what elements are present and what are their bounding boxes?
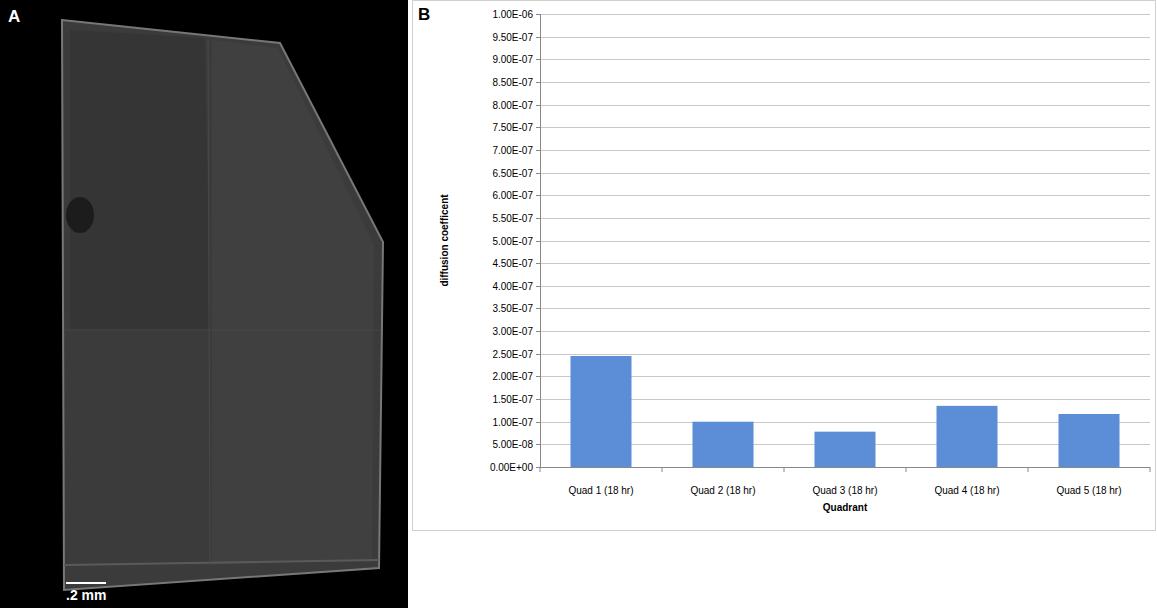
tick-label: 6.50E-07 [492, 168, 533, 179]
tick-mark [536, 422, 540, 423]
grid-line [540, 173, 1150, 174]
grid-line [540, 82, 1150, 83]
specimen-spot [66, 197, 94, 233]
grid-line [540, 241, 1150, 242]
tick-label: 3.00E-07 [492, 326, 533, 337]
grid-line [540, 263, 1150, 264]
tick-label: 7.00E-07 [492, 145, 533, 156]
tick-mark [536, 467, 540, 468]
tick-mark [536, 399, 540, 400]
tick-label: 3.50E-07 [492, 303, 533, 314]
tick-label: 1.00E-06 [492, 9, 533, 20]
bars [571, 356, 1120, 467]
category-tick [662, 467, 663, 472]
tick-label: 8.50E-07 [492, 77, 533, 88]
y-axis-title: diffusion coefficent [439, 194, 450, 287]
bar [1059, 414, 1120, 467]
category-tick [784, 467, 785, 472]
tick-mark [536, 105, 540, 106]
tick-label: 9.00E-07 [492, 54, 533, 65]
scale-bar [66, 582, 106, 584]
panel-b: B 0.00E+00 5.00E-08 1.00E-07 1.50E-07 2.00E-0… [413, 1, 1156, 531]
tick-label: 1.50E-07 [492, 394, 533, 405]
panel-a: A .2 mm [0, 0, 408, 608]
grid-line [540, 37, 1150, 38]
x-axis [540, 467, 1150, 468]
tick-mark [536, 444, 540, 445]
panel-letter: B [418, 5, 430, 24]
bar [937, 406, 998, 467]
image-background [0, 0, 408, 608]
tick-mark [536, 82, 540, 83]
y-axis [540, 14, 541, 467]
tick-mark [536, 241, 540, 242]
grid-line [540, 467, 1150, 468]
chart-frame [413, 1, 1156, 531]
tick-label: 5.00E-08 [492, 439, 533, 450]
tick-label: 2.00E-07 [492, 371, 533, 382]
grid-line [540, 331, 1150, 332]
tick-mark [536, 376, 540, 377]
grid-line [540, 286, 1150, 287]
category-tick [1028, 467, 1029, 472]
category-tick [1150, 467, 1151, 472]
specimen-edge [208, 40, 210, 565]
grid-line [540, 150, 1150, 151]
tick-label: 0.00E+00 [490, 462, 534, 473]
tick-mark [536, 127, 540, 128]
bar [815, 432, 876, 467]
tick-label: 5.00E-07 [492, 236, 533, 247]
tick-label: 5.50E-07 [492, 213, 533, 224]
tick-mark [536, 286, 540, 287]
figure: A .2 mm B 0.00E+00 5.00E-08 1.00E-07 1.50E-07 2… [0, 0, 1157, 608]
bar [571, 356, 632, 467]
category-label: Quad 2 (18 hr) [690, 485, 755, 496]
grid-line [540, 14, 1150, 15]
grid-line [540, 218, 1150, 219]
x-axis-title: Quadrant [823, 502, 868, 513]
category-label: Quad 4 (18 hr) [934, 485, 999, 496]
category-label: Quad 3 (18 hr) [812, 485, 877, 496]
category-tick [540, 467, 541, 472]
grid-line [540, 105, 1150, 106]
tick-mark [536, 173, 540, 174]
specimen-region [70, 30, 210, 330]
specimen [62, 20, 383, 590]
tick-mark [536, 354, 540, 355]
grid-line [540, 195, 1150, 196]
grid-line [540, 354, 1150, 355]
specimen-region [212, 40, 374, 565]
grid-line [540, 127, 1150, 128]
category-label: Quad 5 (18 hr) [1056, 485, 1121, 496]
tick-mark [536, 308, 540, 309]
tick-mark [536, 195, 540, 196]
tick-mark [536, 331, 540, 332]
tick-mark [536, 150, 540, 151]
tick-label: 6.00E-07 [492, 190, 533, 201]
specimen-edge [64, 330, 380, 331]
panel-letter: A [8, 7, 20, 26]
specimen-edge [64, 560, 379, 565]
tick-mark [536, 218, 540, 219]
grid-line [540, 308, 1150, 309]
tick-mark [536, 37, 540, 38]
tick-label: 9.50E-07 [492, 32, 533, 43]
category-tick [906, 467, 907, 472]
tick-label: 2.50E-07 [492, 349, 533, 360]
tick-mark [536, 59, 540, 60]
grid-line [540, 59, 1150, 60]
tick-mark [536, 14, 540, 15]
tick-label: 1.00E-07 [492, 417, 533, 428]
tick-mark [536, 263, 540, 264]
tick-label: 8.00E-07 [492, 100, 533, 111]
bar [693, 422, 754, 467]
tick-label: 4.50E-07 [492, 258, 533, 269]
tick-label: 4.00E-07 [492, 281, 533, 292]
tick-label: 7.50E-07 [492, 122, 533, 133]
scale-bar-label: .2 mm [66, 587, 106, 603]
category-label: Quad 1 (18 hr) [568, 485, 633, 496]
